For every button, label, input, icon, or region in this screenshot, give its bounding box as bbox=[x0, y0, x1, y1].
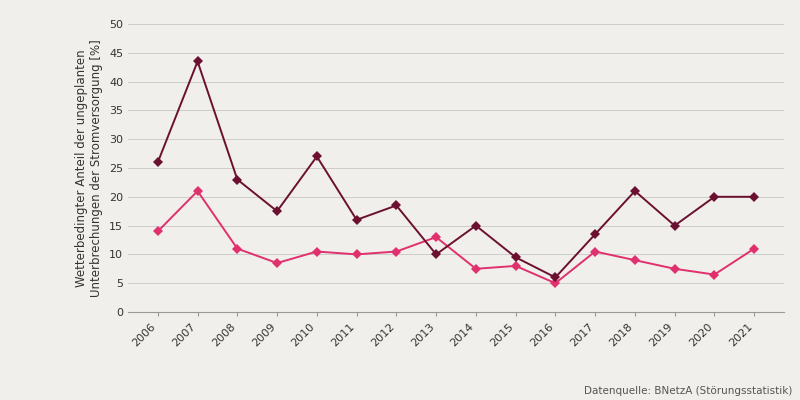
Niederspannung bbox=[630, 258, 640, 262]
Niederspannung bbox=[511, 264, 521, 268]
Niederspannung bbox=[391, 249, 401, 254]
Niederspannung bbox=[471, 266, 481, 271]
Niederspannung bbox=[750, 246, 759, 251]
Mittelspannung bbox=[312, 154, 322, 159]
Mittelspannung bbox=[511, 255, 521, 260]
Niederspannung bbox=[352, 252, 362, 257]
Mittelspannung bbox=[590, 232, 600, 237]
Line: Mittelspannung: Mittelspannung bbox=[154, 58, 758, 281]
Mittelspannung bbox=[670, 223, 679, 228]
Mittelspannung bbox=[352, 218, 362, 222]
Mittelspannung bbox=[233, 177, 242, 182]
Text: Datenquelle: BNetzA (Störungsstatistik): Datenquelle: BNetzA (Störungsstatistik) bbox=[584, 386, 792, 396]
Mittelspannung bbox=[431, 252, 441, 257]
Niederspannung bbox=[710, 272, 719, 277]
Mittelspannung bbox=[630, 189, 640, 194]
Mittelspannung bbox=[471, 223, 481, 228]
Mittelspannung bbox=[391, 203, 401, 208]
Mittelspannung bbox=[710, 194, 719, 199]
Niederspannung bbox=[550, 281, 560, 286]
Niederspannung bbox=[431, 235, 441, 240]
Niederspannung bbox=[233, 246, 242, 251]
Mittelspannung bbox=[153, 160, 162, 165]
Niederspannung bbox=[590, 249, 600, 254]
Mittelspannung bbox=[193, 59, 202, 64]
Line: Niederspannung: Niederspannung bbox=[154, 188, 758, 287]
Niederspannung bbox=[272, 261, 282, 266]
Niederspannung bbox=[670, 266, 679, 271]
Niederspannung bbox=[153, 229, 162, 234]
Mittelspannung bbox=[550, 275, 560, 280]
Niederspannung bbox=[312, 249, 322, 254]
Y-axis label: Wetterbedingter Anteil der ungeplanten
Unterbrechungen der Stromversorgung [%]: Wetterbedingter Anteil der ungeplanten U… bbox=[75, 39, 103, 297]
Mittelspannung bbox=[272, 209, 282, 214]
Niederspannung bbox=[193, 189, 202, 194]
Mittelspannung bbox=[750, 194, 759, 199]
